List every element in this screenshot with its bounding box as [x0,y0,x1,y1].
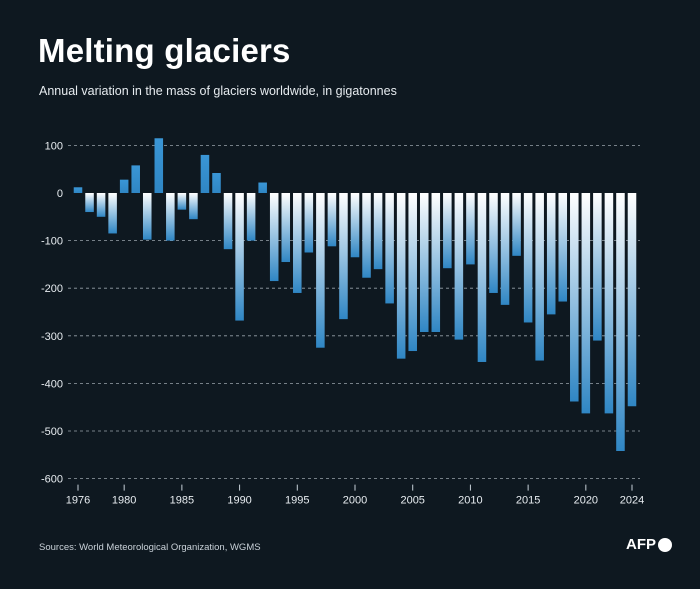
bar-2018 [558,193,568,302]
x-tick-label: 1976 [66,495,90,507]
bar-2016 [535,193,544,361]
x-tick-label: 1995 [285,495,309,507]
x-tick-label: 2024 [620,495,644,507]
grid-lines [68,144,640,480]
bar-2023 [616,193,625,451]
chart-subtitle: Annual variation in the mass of glaciers… [39,84,397,98]
bar-1987 [200,154,210,193]
bar-2011 [477,193,487,362]
y-tick-label: 100 [45,140,63,152]
y-tick-label: -600 [41,474,63,486]
bar-1977 [85,193,94,213]
x-axis-ticks: 1976 1980 1985 1990 1995 2000 2005 2010 2015 2020… [66,484,644,507]
bar-2015 [523,193,533,323]
x-tick-label: 2005 [400,495,424,507]
y-tick-label: 0 [57,188,63,200]
x-tick-label: 1985 [170,495,194,507]
bar-1997 [316,193,325,348]
x-tick-label: 1980 [112,495,136,507]
bar-2013 [500,193,510,305]
bar-1989 [223,193,233,250]
x-tick-label: 2015 [516,495,540,507]
bar-1999 [339,193,348,320]
bar-1985 [177,193,187,210]
bar-1981 [131,165,140,193]
y-tick-label: -200 [41,283,63,295]
bar-1978 [96,193,106,217]
y-tick-label: -100 [41,236,63,248]
x-tick-label: 2010 [458,495,482,507]
bar-1976 [73,187,83,193]
bar-1986 [189,193,198,220]
y-tick-label: -400 [41,378,63,390]
bar-2000 [350,193,360,258]
bar-2007 [431,193,441,332]
x-tick-label: 2000 [343,495,367,507]
bar-1982 [142,193,152,240]
bar-2014 [512,193,521,256]
y-axis-ticks: 100 0 -100 -200 -300 -400 -500 -600 [41,140,63,485]
bar-1991 [246,193,256,241]
bar-1990 [235,193,244,321]
bar-1993 [269,193,279,282]
bar-2003 [385,193,394,304]
bar-2009 [454,193,464,340]
logo-text: AFP [626,536,656,553]
bar-2006 [419,193,429,332]
bar-1998 [327,193,337,247]
bar-1992 [258,182,267,193]
bar-2001 [362,193,371,278]
x-tick-label: 1990 [227,495,251,507]
bar-2024 [627,193,637,407]
bar-2010 [466,193,475,265]
x-tick-label: 2020 [574,495,598,507]
bar-2019 [570,193,579,402]
bar-1994 [281,193,291,263]
bar-1996 [304,193,314,253]
source-note: Sources: World Meteorological Organizati… [39,542,261,553]
chart-title: Melting glaciers [38,32,291,69]
bar-1979 [108,193,117,234]
logo-dot-icon [658,537,672,552]
bar-1988 [212,173,221,193]
afp-logo: AFP [626,536,672,553]
y-tick-label: -500 [41,426,63,438]
bar-2004 [396,193,406,359]
bar-2020 [581,193,591,414]
bars [73,138,637,451]
bar-1983 [154,138,164,193]
bar-2022 [604,193,614,414]
bar-2017 [546,193,556,315]
bar-1984 [166,193,175,241]
bar-2005 [408,193,417,352]
bar-1980 [119,179,129,193]
bar-2021 [593,193,602,341]
y-tick-label: -300 [41,331,63,343]
bar-2008 [443,193,452,269]
bar-2012 [489,193,498,293]
bar-2002 [373,193,383,270]
bar-1995 [293,193,302,293]
